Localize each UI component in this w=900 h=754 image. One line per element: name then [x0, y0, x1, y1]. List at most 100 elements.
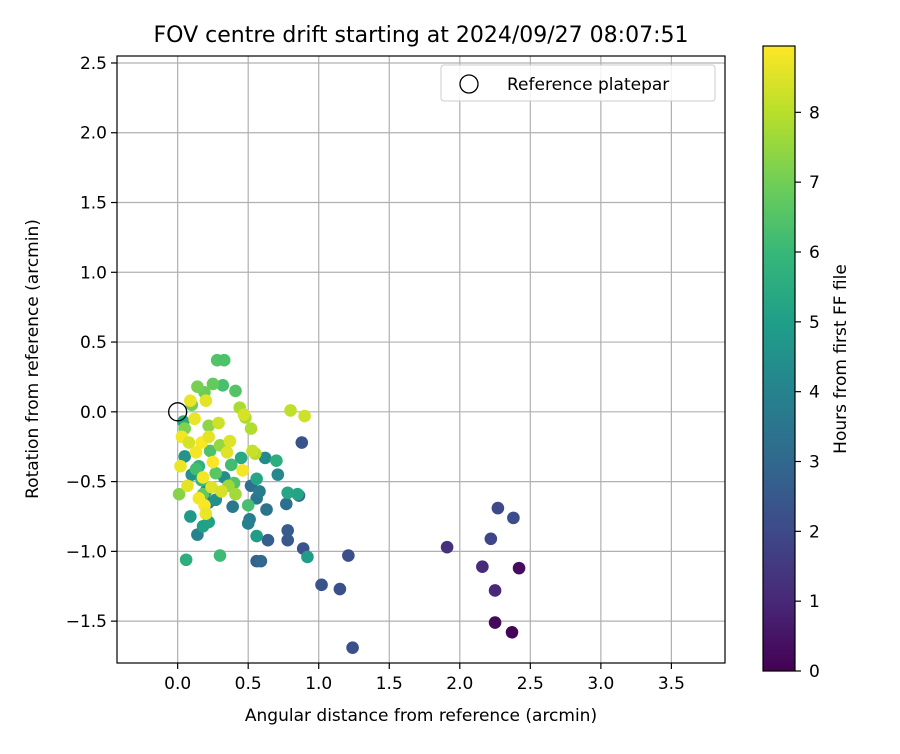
grid — [117, 56, 725, 663]
data-point — [229, 487, 242, 501]
colorbar-tick-label: 1 — [809, 592, 820, 612]
data-point — [209, 466, 223, 480]
data-point — [174, 459, 187, 473]
data-point — [254, 554, 268, 568]
data-point — [476, 560, 489, 574]
data-point — [202, 430, 215, 444]
colorbar-tick-label: 2 — [809, 522, 820, 542]
data-point — [172, 487, 186, 501]
colorbar-ticks: 0 1 2 3 4 5 6 7 8 — [795, 103, 820, 682]
data-point — [295, 436, 309, 449]
colorbar-tick-label: 7 — [809, 173, 820, 193]
x-tick-label: 1.0 — [305, 674, 332, 694]
data-point — [216, 379, 230, 392]
data-point — [253, 485, 266, 498]
y-tick-label: 2.0 — [80, 124, 107, 144]
data-point — [507, 511, 520, 525]
colorbar-tick-label: 0 — [809, 662, 820, 682]
reference-platepar-marker — [168, 402, 188, 422]
data-point — [241, 499, 255, 512]
data-point — [184, 510, 197, 523]
data-point — [488, 616, 502, 629]
data-point — [346, 641, 359, 654]
data-point — [250, 472, 263, 486]
data-point — [213, 549, 227, 562]
data-point — [224, 458, 238, 472]
x-tick-label: 0.0 — [164, 674, 191, 694]
x-axis-label: Angular distance from reference (arcmin) — [245, 706, 597, 726]
data-point — [440, 540, 454, 554]
data-point — [223, 434, 237, 448]
colorbar-tick-label: 5 — [809, 313, 820, 333]
data-point — [284, 404, 297, 417]
chart-title: FOV centre drift starting at 2024/09/27 … — [154, 23, 689, 48]
colorbar-tick-label: 3 — [809, 453, 820, 473]
data-point — [236, 464, 249, 477]
x-tick-label: 2.0 — [446, 674, 473, 694]
y-axis-label: Rotation from reference (arcmin) — [23, 219, 43, 499]
data-point — [226, 500, 239, 514]
plot-frame — [116, 55, 726, 664]
legend-box — [440, 64, 716, 102]
data-point — [505, 626, 519, 639]
data-point — [241, 517, 255, 530]
data-point — [182, 436, 196, 449]
data-point — [181, 479, 194, 493]
x-tick-label: 3.0 — [587, 674, 614, 694]
data-point — [206, 377, 220, 391]
data-point — [184, 394, 197, 407]
data-point — [220, 445, 234, 459]
y-tick-label: −1.0 — [66, 542, 107, 562]
data-point — [279, 497, 293, 511]
legend-marker — [459, 74, 479, 94]
y-tick-label: 1.5 — [80, 194, 107, 214]
legend: Reference platepar — [440, 64, 716, 102]
x-tick-label: 1.5 — [376, 674, 403, 694]
x-tick-label: 2.5 — [517, 674, 544, 694]
data-point — [188, 412, 201, 426]
y-tick-label: 0.0 — [80, 403, 107, 423]
y-axis-ticks: −1.5 −1.0 −0.5 0.0 0.5 1.0 1.5 2.0 2.5 — [66, 54, 117, 632]
x-tick-label: 0.5 — [235, 674, 262, 694]
scatter-points — [172, 353, 526, 654]
colorbar-tick-label: 4 — [809, 383, 820, 403]
data-point — [191, 380, 204, 394]
colorbar-label: Hours from first FF file — [831, 264, 851, 454]
data-point — [246, 444, 259, 458]
data-point — [301, 550, 314, 564]
data-point — [217, 353, 231, 367]
data-point — [212, 416, 225, 430]
data-point — [333, 582, 347, 596]
data-point — [189, 462, 203, 476]
data-point — [491, 501, 505, 515]
data-point — [342, 549, 355, 562]
data-point — [512, 561, 526, 575]
data-point — [244, 422, 258, 435]
data-point — [315, 578, 328, 592]
data-point — [205, 480, 218, 494]
x-axis-ticks: 0.0 0.5 1.0 1.5 2.0 2.5 3.0 3.5 — [164, 663, 685, 694]
data-point — [189, 445, 203, 459]
y-tick-label: 0.5 — [80, 333, 107, 353]
data-point — [179, 553, 193, 567]
data-point — [281, 486, 294, 500]
data-point — [298, 409, 311, 423]
data-point — [202, 419, 215, 433]
data-point — [291, 487, 304, 501]
y-tick-label: 2.5 — [80, 54, 107, 74]
data-point — [261, 533, 275, 547]
data-point — [203, 444, 217, 458]
data-point — [199, 507, 213, 520]
data-point — [199, 394, 213, 407]
data-point — [206, 455, 220, 469]
data-point — [281, 524, 294, 537]
data-point — [178, 450, 192, 463]
data-point — [488, 584, 502, 597]
data-point — [484, 532, 498, 546]
x-tick-label: 3.5 — [658, 674, 685, 694]
data-point — [281, 533, 294, 547]
y-tick-label: 1.0 — [80, 263, 107, 283]
legend-entry-reference: Reference platepar — [507, 75, 669, 95]
